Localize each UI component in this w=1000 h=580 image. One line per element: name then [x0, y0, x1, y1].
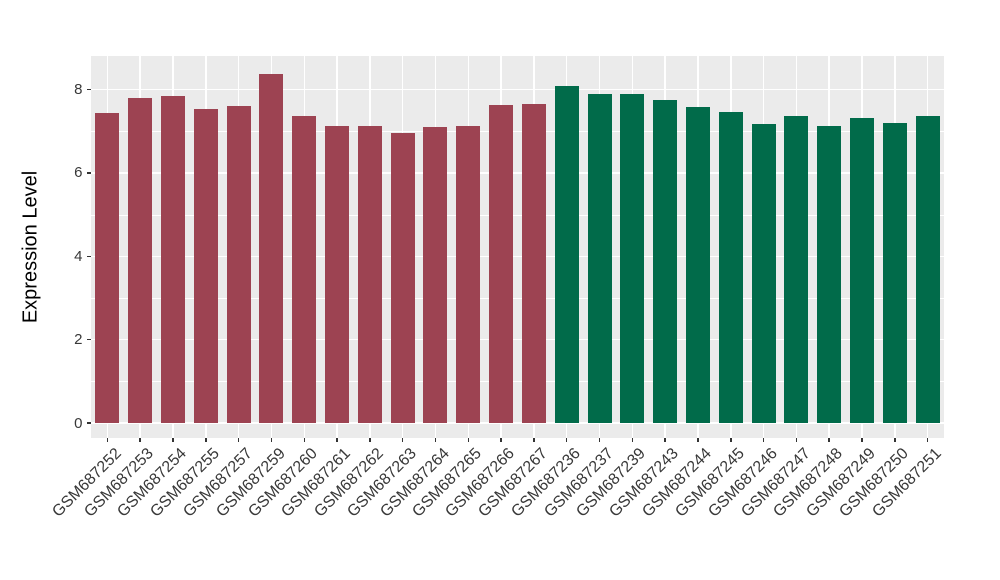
- x-axis-tick: [664, 438, 666, 442]
- gridline-h-minor: [91, 131, 944, 133]
- y-tick-label: 8: [74, 81, 83, 99]
- bar-GSM687260: [292, 116, 317, 423]
- gridline-h-minor: [91, 381, 944, 383]
- x-axis-tick: [369, 438, 371, 442]
- x-axis-tick: [598, 438, 601, 442]
- x-axis-tick: [303, 438, 305, 442]
- bar-GSM687267: [521, 104, 546, 423]
- bar-GSM687250: [882, 122, 907, 423]
- y-axis-tick: [86, 88, 91, 91]
- y-axis-tick: [86, 422, 91, 424]
- bar-GSM687249: [849, 117, 874, 423]
- x-axis-tick: [467, 438, 470, 442]
- y-axis-tick: [86, 172, 91, 174]
- gridline-h-major: [91, 172, 944, 174]
- x-axis-tick: [205, 438, 207, 442]
- x-axis-tick: [139, 438, 141, 442]
- bar-GSM687259: [259, 74, 284, 423]
- gridline-h-major: [91, 88, 944, 91]
- bar-GSM687265: [456, 125, 481, 423]
- x-axis-tick: [172, 438, 174, 442]
- x-axis-tick: [631, 438, 634, 442]
- gridline-h-minor: [91, 214, 944, 216]
- bar-GSM687252: [95, 112, 120, 423]
- bar-GSM687261: [325, 125, 350, 423]
- gridline-h-major: [91, 255, 944, 258]
- x-axis-tick: [401, 438, 404, 442]
- bar-GSM687263: [390, 132, 415, 423]
- y-axis-tick: [86, 255, 91, 258]
- y-tick-label: 0: [74, 414, 83, 432]
- x-axis-tick: [926, 438, 929, 442]
- x-axis-tick: [237, 438, 240, 442]
- bar-GSM687266: [489, 105, 514, 423]
- x-axis-tick: [106, 438, 109, 442]
- x-axis-tick: [336, 438, 338, 442]
- bar-GSM687244: [685, 107, 710, 423]
- x-axis-tick: [762, 438, 765, 442]
- x-axis-tick: [828, 438, 830, 442]
- x-axis-tick: [730, 438, 732, 442]
- bar-GSM687257: [226, 106, 251, 423]
- bar-GSM687248: [817, 125, 842, 423]
- bar-GSM687245: [718, 112, 743, 423]
- y-tick-label: 4: [74, 247, 83, 265]
- x-axis-tick: [500, 438, 502, 442]
- bar-GSM687243: [653, 99, 678, 423]
- y-axis-tick: [86, 338, 91, 341]
- gridline-h-minor: [91, 297, 944, 299]
- x-axis-tick: [894, 438, 896, 442]
- y-axis-title: Expression Level: [19, 170, 42, 324]
- chart-panel: [91, 56, 944, 438]
- x-axis-tick: [697, 438, 699, 442]
- bar-GSM687262: [357, 125, 382, 423]
- y-tick-label: 2: [74, 331, 83, 349]
- x-axis-tick: [565, 438, 568, 442]
- gridline-h-major: [91, 338, 944, 341]
- bar-GSM687247: [784, 116, 809, 423]
- bar-GSM687237: [587, 93, 612, 423]
- x-axis-tick: [270, 438, 273, 442]
- x-axis-tick: [434, 438, 437, 442]
- bar-GSM687254: [161, 95, 186, 423]
- x-axis-tick: [533, 438, 535, 442]
- bar-GSM687251: [915, 115, 940, 423]
- bar-GSM687236: [554, 86, 579, 423]
- bar-GSM687253: [128, 97, 153, 423]
- bar-GSM687246: [751, 123, 776, 423]
- bar-GSM687264: [423, 127, 448, 423]
- bar-GSM687239: [620, 93, 645, 423]
- bar-GSM687255: [193, 109, 218, 423]
- x-axis-tick: [795, 438, 798, 442]
- y-tick-label: 6: [74, 164, 83, 182]
- x-axis-tick: [861, 438, 863, 442]
- gridline-h-major: [91, 422, 944, 424]
